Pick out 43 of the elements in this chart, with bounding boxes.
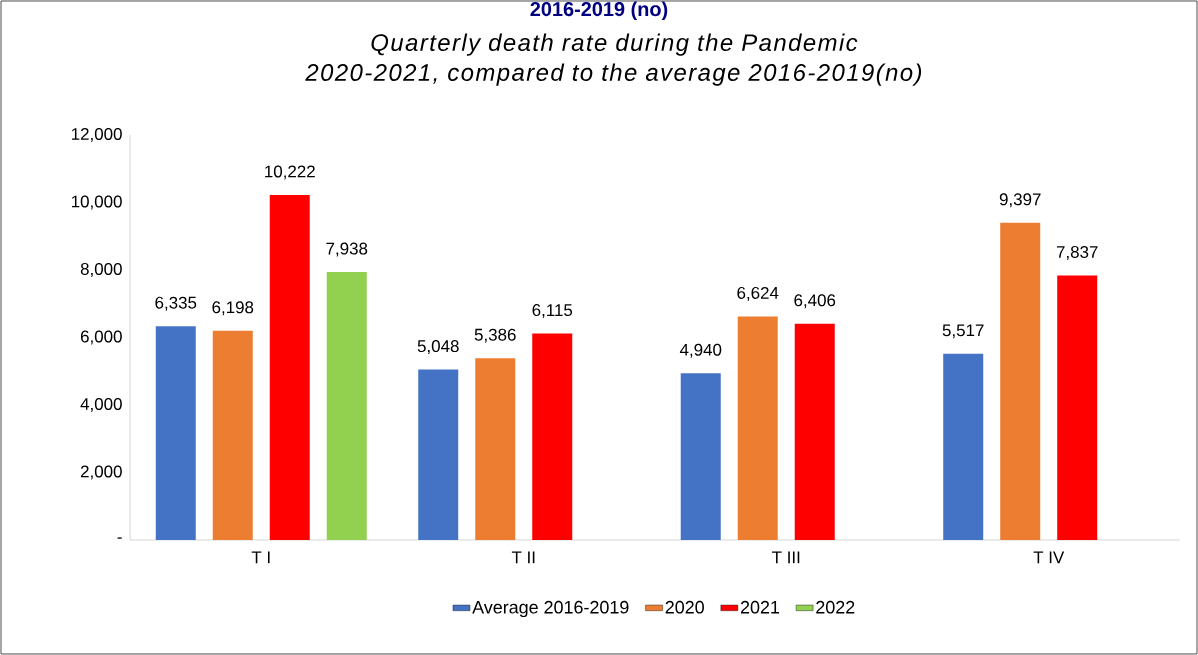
y-tick-label: 10,000 [71,195,122,210]
data-label: 4,940 [679,343,722,358]
y-tick-label: 2,000 [80,465,122,480]
bar [532,333,573,540]
y-tick-label: - [117,537,122,539]
x-tick-label: T IV [1033,551,1065,564]
x-tick-label: T III [772,551,800,564]
bar [475,358,516,540]
y-tick-label: 8,000 [80,262,122,277]
bar [1057,275,1098,540]
bar [326,272,367,540]
data-label: 5,048 [417,340,459,355]
bar [737,316,778,540]
chart-title: Quarterly death rate during the Pandemic 2020-2021, compared to the average 2016-2019(no) [305,33,922,86]
data-label: 5,517 [942,324,984,339]
y-tick-label: 12,000 [71,127,122,142]
text: 2016-2019 (no) [530,1,668,21]
bar [680,373,721,540]
legend-label: Average 2016-2019 [472,600,629,618]
data-label: 9,397 [999,193,1041,208]
data-label: 10,222 [265,165,315,180]
data-label: 6,115 [532,304,573,319]
bar [943,353,984,540]
x-tick-label: T I [251,551,270,564]
data-label: 6,406 [794,294,836,309]
bar [418,369,459,540]
bar [794,323,835,540]
bar [155,326,196,540]
data-label: 6,198 [212,301,254,316]
legend-label: 2021 [740,600,780,614]
data-label: 7,938 [326,242,368,257]
data-label: 6,624 [737,286,779,301]
bar [1000,222,1041,540]
data-label: 5,386 [474,328,516,343]
bar [269,194,310,540]
legend-label: 2020 [665,600,704,614]
x-tick-label: T II [511,551,535,564]
data-label: 7,837 [1056,245,1098,260]
y-tick-label: 4,000 [80,397,122,412]
legend-label: 2022 [816,600,855,614]
y-tick-label: 6,000 [80,330,122,345]
data-label: 6,335 [155,296,197,311]
bar [212,330,253,540]
